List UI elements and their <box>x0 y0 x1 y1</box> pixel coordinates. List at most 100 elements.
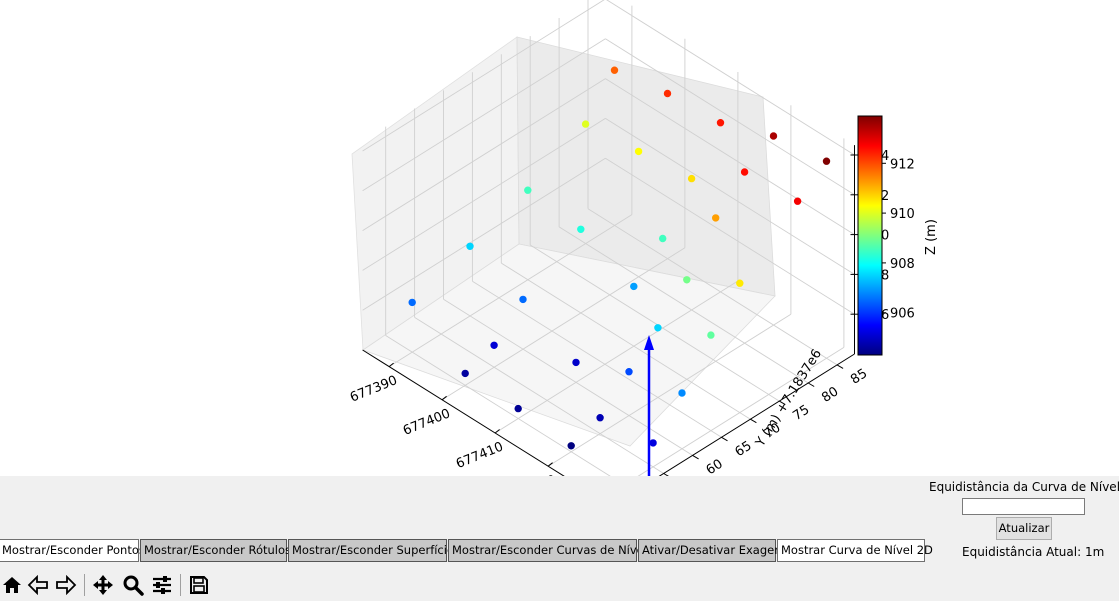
data-point <box>687 174 696 183</box>
data-point <box>630 282 638 291</box>
gridline-y <box>529 244 780 402</box>
configure-subplots-icon[interactable] <box>150 572 174 598</box>
gridline-z <box>362 0 605 152</box>
current-equidistance-text: Equidistância Atual: 1m <box>962 545 1105 559</box>
y-tick <box>750 418 757 424</box>
x-tick <box>388 362 394 367</box>
update-button[interactable]: Atualizar <box>996 517 1052 540</box>
colorbar-gradient <box>857 115 883 356</box>
y-tick-label: 65 <box>733 439 755 461</box>
gridline-y <box>501 262 751 420</box>
gridline-x <box>637 347 845 476</box>
show-2d-contour-button[interactable]: Mostrar Curva de Nível 2D <box>777 539 933 562</box>
data-point <box>716 118 725 127</box>
toggle-points-button[interactable]: Mostrar/Esconder Pontos <box>0 539 145 562</box>
gridline-z <box>605 118 855 275</box>
gridline-y <box>385 335 611 476</box>
data-point <box>567 442 575 450</box>
data-point <box>736 279 744 287</box>
data-point <box>581 120 590 128</box>
x-tick <box>441 395 447 401</box>
y-tick <box>721 436 728 442</box>
gridline-x <box>494 280 739 434</box>
x-tick-label: 677400 <box>401 406 453 439</box>
gridline-z <box>606 0 855 156</box>
x-tick <box>547 462 553 467</box>
gridline-z <box>605 157 855 315</box>
toggle-surface-button[interactable]: Mostrar/Esconder Superfície <box>288 539 454 562</box>
navigation-toolbar <box>0 569 1119 601</box>
y-tick-label: 85 <box>848 366 870 388</box>
data-point <box>596 414 604 422</box>
data-point <box>610 66 619 74</box>
gridline-z <box>605 38 855 196</box>
equidistance-input[interactable] <box>962 498 1085 515</box>
y-tick-label: 80 <box>819 384 841 406</box>
colorbar-ticks: 906 908 910 912 <box>882 157 915 322</box>
toggle-labels-button[interactable]: Mostrar/Esconder Rótulos <box>140 539 291 562</box>
gridline-z <box>605 78 855 235</box>
data-point <box>466 242 474 251</box>
colorbar: 906 908 910 912 Z (m) <box>857 115 939 356</box>
plot-canvas[interactable]: 6773906774006774106774206774305055606570… <box>0 0 1119 476</box>
gridline-z <box>362 78 606 231</box>
data-point <box>524 186 532 194</box>
y-tick <box>663 473 669 476</box>
gridline-z <box>362 157 606 311</box>
data-point <box>519 295 527 304</box>
forward-icon[interactable] <box>54 572 78 598</box>
x-tick <box>494 429 500 434</box>
data-point <box>577 225 585 234</box>
arrow-head <box>644 335 654 350</box>
data-point <box>707 331 715 339</box>
gridline-x <box>547 313 792 467</box>
data-point <box>408 298 416 307</box>
data-point <box>822 157 831 165</box>
annotation-arrow <box>644 335 654 476</box>
y-tick <box>836 364 844 369</box>
data-point <box>678 389 686 397</box>
data-point <box>711 214 720 222</box>
gridline-y <box>472 280 722 438</box>
y-tick <box>692 454 699 460</box>
back-icon[interactable] <box>26 572 50 598</box>
data-point <box>769 132 778 140</box>
data-point <box>658 234 667 243</box>
y-tick <box>779 400 786 406</box>
data-point <box>514 404 522 413</box>
home-icon[interactable] <box>0 572 24 598</box>
gridline-z <box>362 38 606 192</box>
gridline-x <box>388 214 633 367</box>
equidistance-label: Equidistância da Curva de Nível (m): <box>929 480 1119 494</box>
data-point <box>793 197 802 205</box>
axis-panes <box>351 36 776 447</box>
save-icon[interactable] <box>187 572 211 598</box>
y-tick-label: 60 <box>704 457 726 476</box>
toggle-contours-button[interactable]: Mostrar/Esconder Curvas de Nível <box>448 539 647 562</box>
zoom-icon[interactable] <box>121 572 145 598</box>
data-point <box>490 341 498 349</box>
gridline-y <box>587 208 838 366</box>
gridline-y <box>414 317 664 474</box>
y-axis-line <box>658 353 855 476</box>
data-point <box>683 276 691 284</box>
scatter-3d-plot: 6773906774006774106774206774305055606570… <box>348 0 939 476</box>
data-point <box>654 324 662 332</box>
colorbar-tick-label: 908 <box>890 257 915 272</box>
control-strip <box>0 476 1119 601</box>
colorbar-tick-label: 910 <box>890 207 915 222</box>
gridline-y <box>443 298 693 456</box>
data-point <box>663 89 672 98</box>
pan-icon[interactable] <box>91 572 115 598</box>
data-point <box>740 168 749 176</box>
colorbar-label: Z (m) <box>924 219 939 255</box>
x-tick-label: 677390 <box>348 373 400 406</box>
gridline-y <box>558 226 809 384</box>
data-point <box>572 358 580 367</box>
y-tick-label: 75 <box>790 402 812 424</box>
y-tick <box>807 382 815 387</box>
data-point <box>461 369 469 378</box>
toggle-exaggeration-button[interactable]: Ativar/Desativar Exagero <box>638 539 786 562</box>
axis-lines <box>362 145 855 476</box>
gridline-x <box>441 247 686 401</box>
